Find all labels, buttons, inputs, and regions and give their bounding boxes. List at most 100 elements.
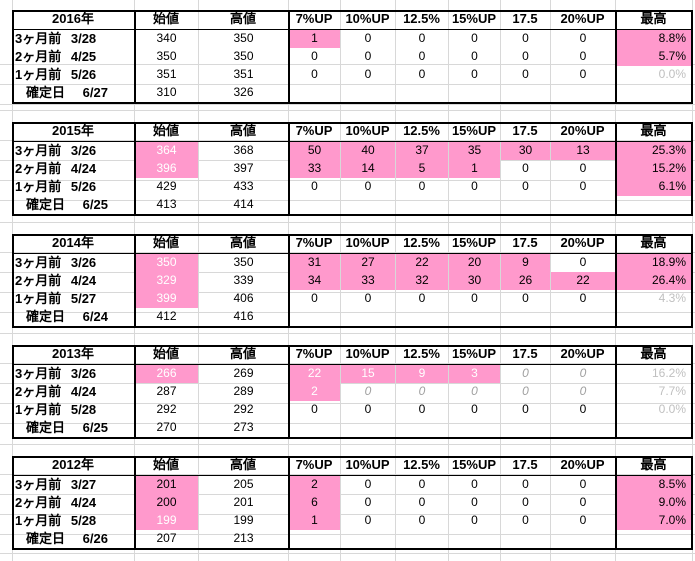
cell-c125[interactable]: 0	[418, 495, 426, 509]
cell-c20[interactable]: 0	[579, 161, 587, 175]
cell-start[interactable]: 412	[156, 309, 177, 323]
cell-c20[interactable]: 0	[579, 495, 587, 509]
row-label[interactable]: 確定日 6/25	[12, 196, 134, 214]
cell-c175[interactable]: 0	[522, 402, 529, 416]
cell-max[interactable]: 26.4%	[616, 272, 692, 290]
cell-c15[interactable]: 0	[471, 402, 478, 416]
cell-high[interactable]: 406	[233, 291, 254, 305]
cell-c20[interactable]: 0	[579, 67, 587, 81]
cell-high[interactable]: 350	[233, 49, 254, 63]
cell-max[interactable]: 0.0%	[658, 67, 686, 81]
cell-c125[interactable]: 0	[418, 291, 426, 305]
cell-c20[interactable]: 0	[579, 255, 587, 269]
cell-c7[interactable]: 33	[289, 160, 340, 178]
cell-c20[interactable]: 0	[579, 179, 587, 193]
row-label[interactable]: 2ヶ月前 4/24	[12, 272, 134, 290]
row-label[interactable]: 3ヶ月前 3/26	[12, 365, 134, 383]
cell-c15[interactable]: 0	[471, 384, 478, 398]
cell-high[interactable]: 339	[233, 273, 254, 287]
cell-start[interactable]: 207	[156, 531, 177, 545]
cell-c20[interactable]: 0	[579, 31, 587, 45]
cell-c7[interactable]: 2	[289, 383, 340, 401]
cell-high[interactable]: 350	[233, 31, 254, 45]
cell-c15[interactable]: 30	[449, 272, 500, 290]
cell-c175[interactable]: 0	[522, 67, 529, 81]
cell-max[interactable]: 15.2%	[616, 160, 692, 178]
cell-c20[interactable]: 13	[551, 142, 615, 160]
cell-c10[interactable]: 0	[364, 31, 372, 45]
cell-high[interactable]: 350	[233, 255, 254, 269]
cell-high[interactable]: 416	[233, 309, 254, 323]
cell-c15[interactable]: 0	[471, 179, 478, 193]
cell-start[interactable]: 310	[156, 85, 177, 99]
cell-max[interactable]: 25.3%	[616, 142, 692, 160]
row-label[interactable]: 3ヶ月前 3/26	[12, 254, 134, 272]
cell-c175[interactable]: 0	[522, 291, 529, 305]
cell-max[interactable]: 0.0%	[658, 402, 686, 416]
cell-high[interactable]: 292	[233, 402, 254, 416]
cell-c125[interactable]: 22	[396, 254, 448, 272]
cell-c125[interactable]: 0	[418, 402, 426, 416]
row-label[interactable]: 2ヶ月前 4/25	[12, 48, 134, 66]
cell-c125[interactable]: 0	[418, 477, 426, 491]
cell-c7[interactable]: 0	[311, 291, 318, 305]
cell-c15[interactable]: 0	[471, 495, 478, 509]
cell-high[interactable]: 269	[233, 366, 254, 380]
cell-c175[interactable]: 9	[501, 254, 550, 272]
cell-high[interactable]: 414	[233, 197, 254, 211]
row-label[interactable]: 2ヶ月前 4/24	[12, 383, 134, 401]
row-label[interactable]: 確定日 6/25	[12, 419, 134, 437]
cell-high[interactable]: 433	[233, 179, 254, 193]
row-label[interactable]: 3ヶ月前 3/28	[12, 30, 134, 48]
cell-c10[interactable]: 40	[341, 142, 395, 160]
cell-c125[interactable]: 0	[418, 67, 426, 81]
cell-high[interactable]: 205	[233, 477, 254, 491]
row-label[interactable]: 2ヶ月前 4/24	[12, 160, 134, 178]
cell-c125[interactable]: 0	[418, 31, 426, 45]
cell-start[interactable]: 413	[156, 197, 177, 211]
row-label[interactable]: 1ヶ月前 5/26	[12, 178, 134, 196]
cell-c15[interactable]: 0	[471, 291, 478, 305]
cell-high[interactable]: 199	[233, 513, 254, 527]
cell-c10[interactable]: 33	[341, 272, 395, 290]
cell-max[interactable]: 4.3%	[658, 291, 686, 305]
cell-high[interactable]: 326	[233, 85, 254, 99]
cell-start[interactable]: 340	[156, 31, 177, 45]
cell-c20[interactable]: 22	[551, 272, 615, 290]
cell-max[interactable]: 16.2%	[651, 366, 686, 380]
cell-c10[interactable]: 14	[341, 160, 395, 178]
cell-start[interactable]: 200	[135, 494, 198, 512]
cell-max[interactable]: 9.0%	[616, 494, 692, 512]
cell-high[interactable]: 289	[233, 384, 254, 398]
cell-c175[interactable]: 30	[501, 142, 550, 160]
row-label[interactable]: 1ヶ月前 5/26	[12, 66, 134, 84]
cell-c175[interactable]: 0	[522, 477, 529, 491]
cell-c10[interactable]: 0	[364, 402, 372, 416]
cell-c125[interactable]: 0	[418, 384, 426, 398]
cell-c10[interactable]: 0	[364, 513, 372, 527]
cell-c125[interactable]: 9	[396, 365, 448, 383]
cell-high[interactable]: 213	[233, 531, 254, 545]
cell-start[interactable]: 429	[156, 179, 177, 193]
row-label[interactable]: 3ヶ月前 3/26	[12, 142, 134, 160]
cell-c7[interactable]: 0	[311, 49, 318, 63]
cell-c15[interactable]: 0	[471, 477, 478, 491]
row-label[interactable]: 3ヶ月前 3/27	[12, 476, 134, 494]
cell-c15[interactable]: 0	[471, 49, 478, 63]
cell-max[interactable]: 5.7%	[616, 48, 692, 66]
cell-c7[interactable]: 31	[289, 254, 340, 272]
cell-c125[interactable]: 0	[418, 49, 426, 63]
cell-c15[interactable]: 1	[449, 160, 500, 178]
cell-c10[interactable]: 0	[364, 495, 372, 509]
cell-c175[interactable]: 0	[522, 495, 529, 509]
cell-high[interactable]: 201	[233, 495, 254, 509]
cell-c125[interactable]: 37	[396, 142, 448, 160]
cell-start[interactable]: 350	[156, 49, 177, 63]
cell-start[interactable]: 266	[135, 365, 198, 383]
cell-start[interactable]: 351	[156, 67, 177, 81]
cell-max[interactable]: 18.9%	[616, 254, 692, 272]
row-label[interactable]: 確定日 6/27	[12, 84, 134, 102]
cell-max[interactable]: 8.5%	[616, 476, 692, 494]
cell-c7[interactable]: 34	[289, 272, 340, 290]
cell-c7[interactable]: 22	[289, 365, 340, 383]
